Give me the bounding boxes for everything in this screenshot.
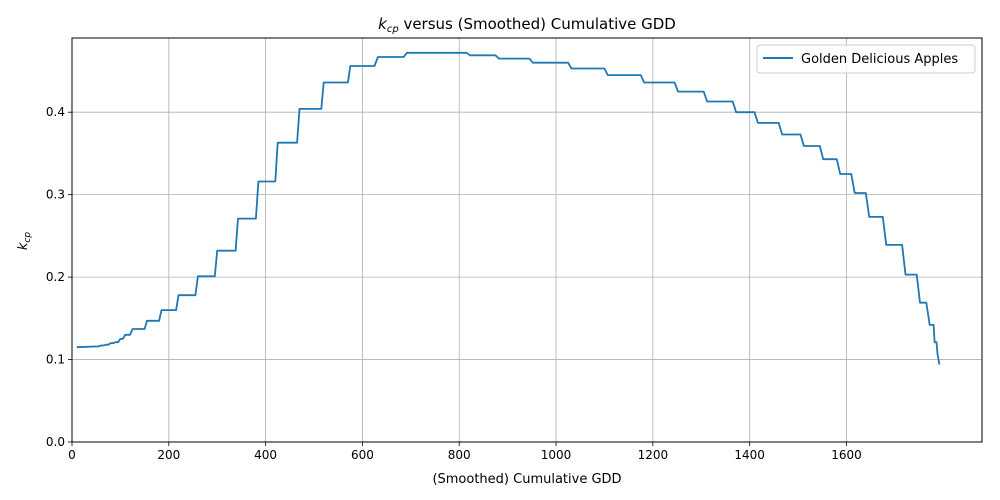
x-tick-label: 0 bbox=[68, 448, 76, 462]
plot-frame bbox=[71, 37, 983, 443]
x-axis-label: (Smoothed) Cumulative GDD bbox=[432, 472, 621, 487]
y-tick-label: 0.4 bbox=[46, 105, 65, 119]
title-subscript: cp bbox=[387, 24, 399, 35]
legend: Golden Delicious Apples bbox=[756, 44, 976, 74]
title-rest: versus (Smoothed) Cumulative GDD bbox=[399, 15, 676, 33]
series-line bbox=[76, 51, 941, 365]
title-main: k bbox=[378, 15, 388, 33]
x-tick-label: 1200 bbox=[638, 448, 669, 462]
y-axis-label: kcp bbox=[16, 232, 33, 250]
legend-box bbox=[756, 44, 976, 74]
x-tick-label: 1000 bbox=[541, 448, 572, 462]
chart-title: kcp versus (Smoothed) Cumulative GDD bbox=[378, 15, 676, 35]
y-axis-label-subscript: cp bbox=[23, 232, 33, 243]
x-tick-label: 1400 bbox=[734, 448, 765, 462]
x-tick-label: 200 bbox=[157, 448, 180, 462]
y-axis-label-main: k bbox=[16, 242, 31, 250]
y-tick-label: 0.0 bbox=[46, 435, 65, 449]
y-axis-ticks: 0.0 0.1 0.2 0.3 0.4 bbox=[46, 105, 72, 449]
x-tick-label: 400 bbox=[254, 448, 277, 462]
grid bbox=[71, 38, 982, 443]
y-tick-label: 0.2 bbox=[46, 270, 65, 284]
x-tick-label: 800 bbox=[448, 448, 471, 462]
y-tick-label: 0.3 bbox=[46, 188, 65, 202]
x-tick-label: 1600 bbox=[831, 448, 862, 462]
x-tick-label: 600 bbox=[351, 448, 374, 462]
legend-entry-label: Golden Delicious Apples bbox=[801, 52, 958, 67]
y-tick-label: 0.1 bbox=[46, 353, 65, 367]
x-axis-ticks: 0 200 400 600 800 1000 1200 1400 1600 bbox=[68, 442, 862, 462]
series-layer bbox=[76, 51, 941, 365]
